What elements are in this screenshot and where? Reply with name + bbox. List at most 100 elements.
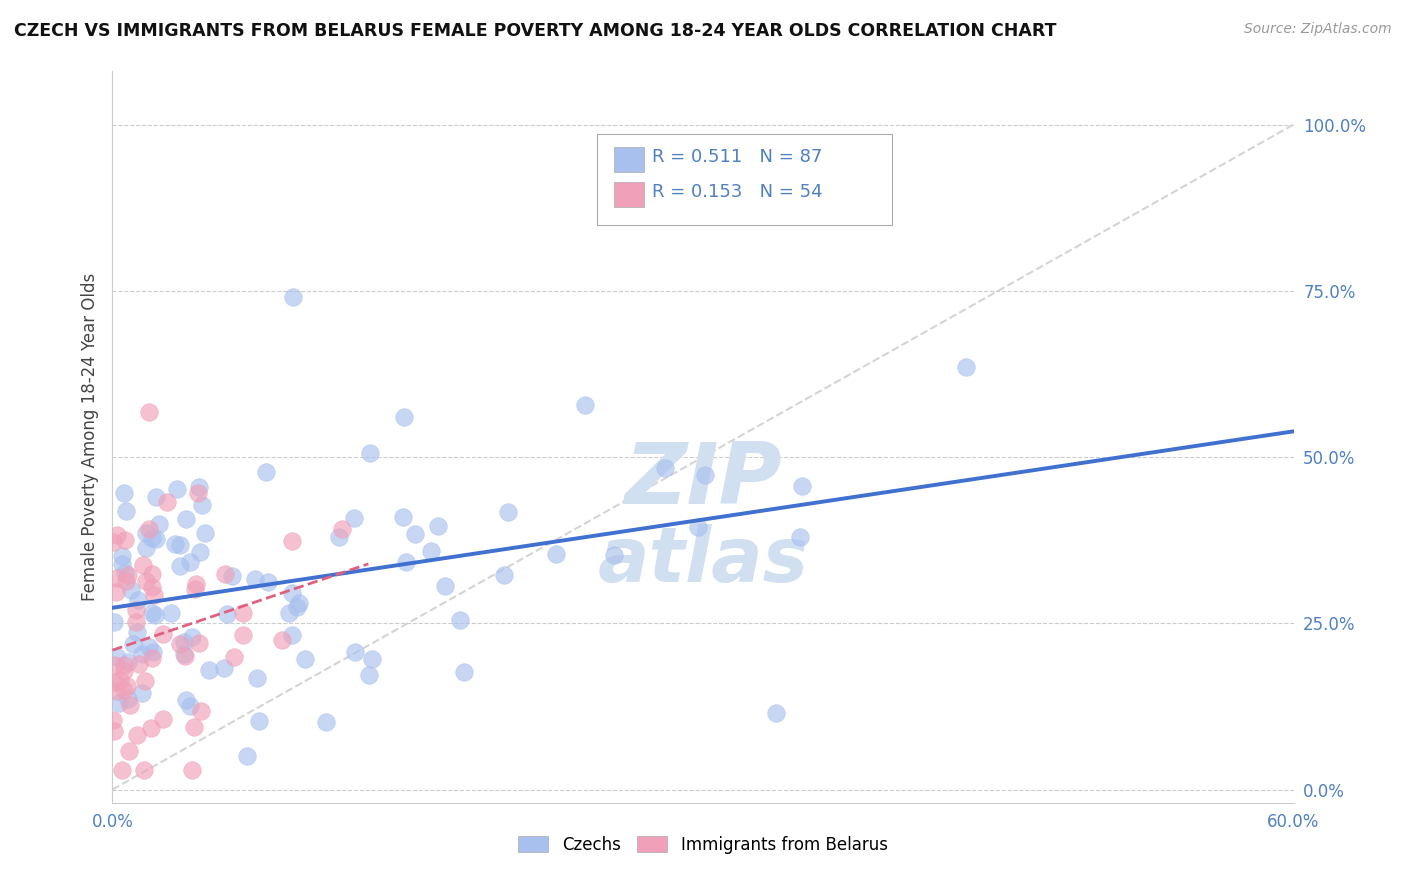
Point (283, 290, 305, 304)
Point (179, 555, 201, 569)
Point (141, 531, 163, 545)
Point (246, 672, 269, 686)
Point (281, 585, 304, 599)
Point (173, 649, 195, 664)
Point (114, 574, 136, 588)
Point (110, 549, 132, 563)
Point (127, 592, 149, 607)
Point (544, 547, 567, 561)
Point (603, 549, 626, 563)
Point (105, 585, 128, 599)
Point (141, 607, 163, 621)
Point (112, 665, 135, 679)
Point (117, 568, 139, 582)
Point (152, 627, 174, 641)
Y-axis label: Female Poverty Among 18-24 Year Olds: Female Poverty Among 18-24 Year Olds (80, 273, 98, 601)
Point (108, 673, 131, 688)
Point (103, 615, 125, 630)
Bar (614, 147, 644, 172)
Point (163, 537, 186, 551)
Point (128, 657, 150, 672)
Point (173, 648, 195, 662)
Point (257, 575, 280, 590)
Point (184, 577, 207, 591)
Point (138, 640, 160, 655)
Point (114, 566, 136, 580)
Point (174, 511, 197, 525)
Point (156, 495, 179, 509)
Point (395, 555, 418, 569)
Point (221, 569, 243, 583)
Point (187, 486, 209, 500)
Point (104, 675, 127, 690)
Point (247, 714, 270, 728)
FancyBboxPatch shape (596, 134, 891, 225)
Point (285, 600, 308, 615)
Point (392, 510, 415, 524)
Point (212, 661, 235, 675)
Point (232, 628, 254, 642)
Point (789, 530, 811, 544)
Point (236, 749, 259, 764)
Point (574, 398, 596, 412)
Point (174, 693, 197, 707)
Point (135, 574, 157, 589)
Point (392, 409, 415, 424)
Point (145, 533, 167, 547)
Point (173, 635, 195, 649)
Point (134, 763, 156, 777)
Point (125, 625, 148, 640)
Point (420, 543, 443, 558)
Point (184, 582, 207, 596)
Point (693, 468, 716, 483)
Point (194, 525, 217, 540)
Point (360, 651, 382, 665)
Point (434, 579, 457, 593)
Point (169, 539, 191, 553)
Point (256, 465, 278, 479)
Text: ZIP: ZIP (624, 440, 782, 523)
Point (343, 510, 366, 524)
Point (328, 530, 350, 544)
Point (105, 649, 128, 664)
Point (188, 480, 211, 494)
Text: CZECH VS IMMIGRANTS FROM BELARUS FEMALE POVERTY AMONG 18-24 YEAR OLDS CORRELATIO: CZECH VS IMMIGRANTS FROM BELARUS FEMALE … (14, 22, 1056, 40)
Point (145, 607, 167, 622)
Point (131, 647, 153, 661)
Point (127, 728, 149, 742)
Point (180, 631, 202, 645)
Point (103, 724, 125, 739)
Point (790, 478, 813, 492)
Point (315, 715, 337, 730)
Text: R = 0.511   N = 87: R = 0.511 N = 87 (652, 148, 823, 166)
Point (112, 658, 135, 673)
Point (359, 446, 381, 460)
Point (145, 490, 167, 504)
Point (188, 636, 211, 650)
Point (112, 485, 135, 500)
Point (160, 606, 183, 620)
Point (125, 603, 148, 617)
Point (101, 535, 124, 549)
Point (138, 405, 160, 419)
Point (198, 663, 221, 677)
Point (142, 645, 165, 659)
Point (169, 637, 191, 651)
Point (142, 588, 165, 602)
Point (287, 596, 309, 610)
Point (117, 691, 139, 706)
Point (232, 606, 254, 620)
Bar (614, 182, 644, 207)
Text: atlas: atlas (598, 524, 808, 599)
Point (125, 615, 148, 629)
Point (169, 559, 191, 574)
Point (278, 606, 301, 620)
Point (101, 713, 124, 727)
Point (765, 706, 787, 721)
Point (180, 763, 202, 777)
Point (120, 583, 142, 598)
Point (281, 628, 304, 642)
Point (135, 541, 157, 556)
Point (449, 613, 471, 627)
Point (105, 571, 128, 585)
